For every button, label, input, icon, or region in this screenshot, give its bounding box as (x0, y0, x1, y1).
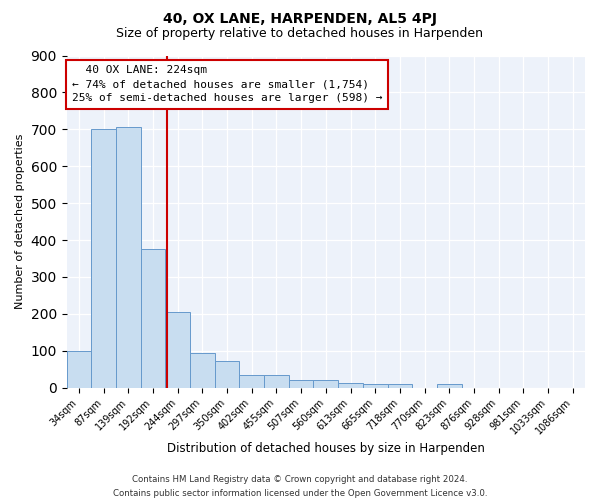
Text: 40, OX LANE, HARPENDEN, AL5 4PJ: 40, OX LANE, HARPENDEN, AL5 4PJ (163, 12, 437, 26)
Text: 40 OX LANE: 224sqm
← 74% of detached houses are smaller (1,754)
25% of semi-deta: 40 OX LANE: 224sqm ← 74% of detached hou… (72, 66, 382, 104)
X-axis label: Distribution of detached houses by size in Harpenden: Distribution of detached houses by size … (167, 442, 485, 455)
Bar (67, 350, 91, 388)
Bar (338, 383, 363, 388)
Bar (289, 380, 313, 388)
Text: Size of property relative to detached houses in Harpenden: Size of property relative to detached ho… (116, 28, 484, 40)
Bar (116, 128, 141, 388)
Bar (437, 384, 461, 388)
Bar (190, 352, 215, 388)
Bar (141, 250, 166, 388)
Bar (91, 130, 116, 388)
Bar (363, 384, 388, 388)
Bar (388, 384, 412, 388)
Text: Contains HM Land Registry data © Crown copyright and database right 2024.
Contai: Contains HM Land Registry data © Crown c… (113, 476, 487, 498)
Y-axis label: Number of detached properties: Number of detached properties (15, 134, 25, 310)
Bar (313, 380, 338, 388)
Bar (264, 374, 289, 388)
Bar (239, 374, 264, 388)
Bar (215, 361, 239, 388)
Bar (166, 312, 190, 388)
